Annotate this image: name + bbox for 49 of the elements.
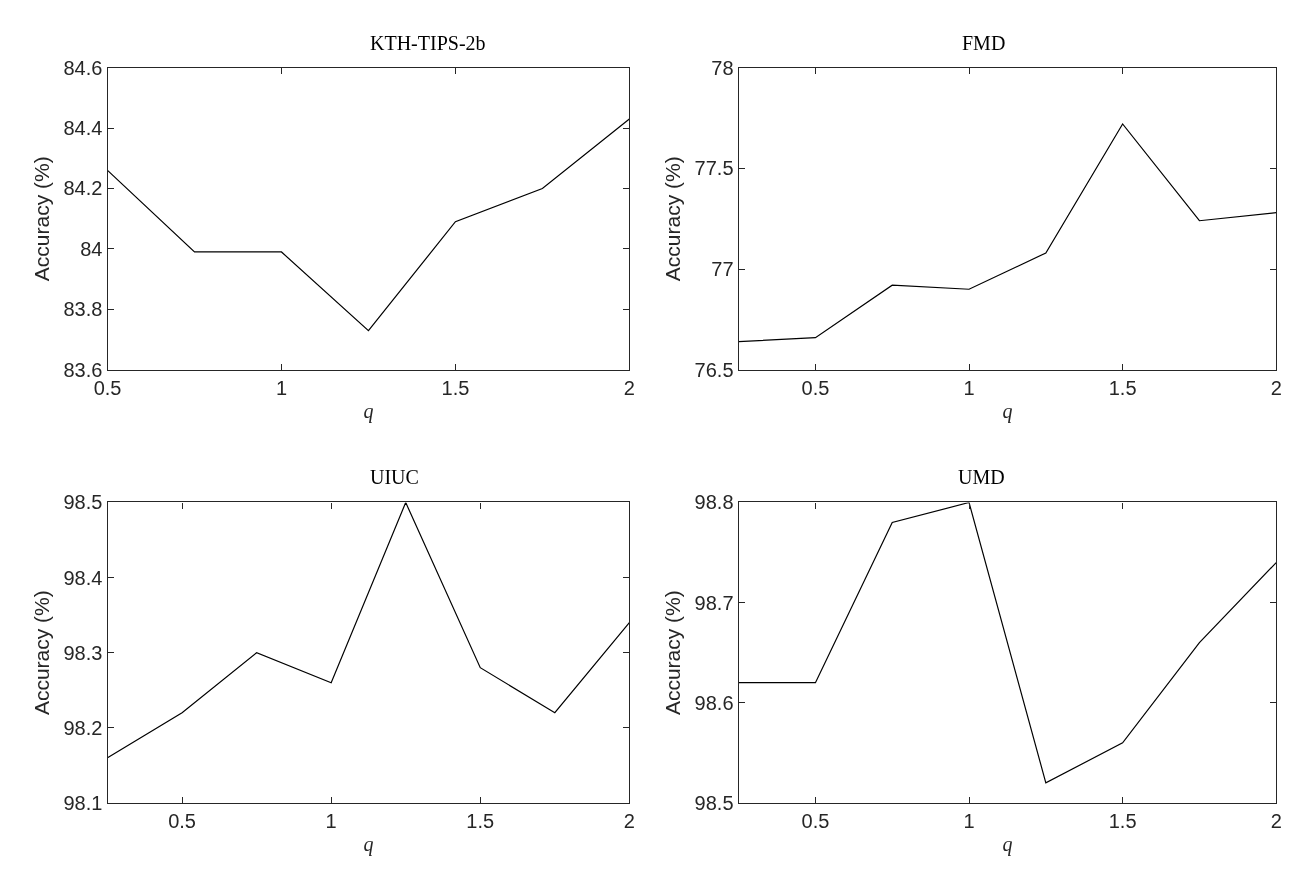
chart-title: UIUC: [370, 466, 419, 488]
x-tick-label: 1: [963, 809, 975, 832]
y-tick-label: 84.4: [63, 117, 103, 140]
y-tick-label: 98.5: [694, 791, 734, 814]
x-tick-label: 1: [275, 376, 288, 399]
line-series: [738, 123, 1277, 343]
x-tick-label: 0.5: [801, 809, 830, 832]
y-tick-label: 77: [711, 258, 734, 281]
y-tick-label: 98.8: [694, 491, 734, 514]
y-tick-label: 98.5: [63, 491, 103, 514]
y-tick-label: 83.8: [63, 298, 103, 321]
line-series: [107, 118, 630, 332]
x-tick-label: 1.5: [466, 809, 495, 832]
x-tick-label: 0.5: [168, 809, 196, 832]
y-tick-label: 98.4: [63, 566, 103, 589]
y-tick-label: 98.1: [63, 791, 103, 814]
chart-title: UMD: [958, 466, 1005, 488]
x-tick-label: 2: [623, 809, 635, 832]
y-tick-label: 77.5: [694, 157, 734, 180]
x-axis-title: q: [363, 400, 374, 424]
line-series: [107, 502, 630, 759]
x-tick-label: 1.5: [1108, 809, 1137, 832]
y-tick-label: 84.2: [63, 177, 103, 200]
y-tick-label: 84: [80, 237, 103, 260]
y-axis-title: Accuracy (%): [29, 156, 53, 282]
x-tick-label: 1.5: [441, 376, 470, 399]
y-tick-label: 98.7: [694, 591, 734, 614]
y-tick-label: 76.5: [694, 358, 734, 381]
x-tick-label: 2: [1270, 809, 1282, 832]
y-tick-label: 78: [711, 56, 734, 79]
line-series: [738, 502, 1277, 784]
chart-title: FMD: [962, 32, 1006, 54]
x-tick-label: 2: [1270, 376, 1282, 399]
x-tick-label: 1: [963, 376, 975, 399]
x-axis-title: q: [1002, 833, 1013, 857]
x-tick-label: 1.5: [1108, 376, 1137, 399]
y-axis-title: Accuracy (%): [660, 156, 684, 282]
y-tick-label: 98.2: [63, 716, 103, 739]
y-axis-title: Accuracy (%): [660, 590, 684, 716]
x-axis-title: q: [1002, 400, 1013, 424]
x-axis-title: q: [363, 833, 374, 857]
chart-title: KTH-TIPS-2b: [370, 32, 486, 54]
y-tick-label: 98.6: [694, 691, 734, 714]
y-tick-label: 98.3: [63, 641, 103, 664]
x-tick-label: 0.5: [801, 376, 830, 399]
y-tick-label: 84.6: [63, 56, 103, 79]
x-tick-label: 1: [325, 809, 337, 832]
y-axis-title: Accuracy (%): [29, 590, 53, 716]
x-tick-label: 2: [623, 376, 635, 399]
